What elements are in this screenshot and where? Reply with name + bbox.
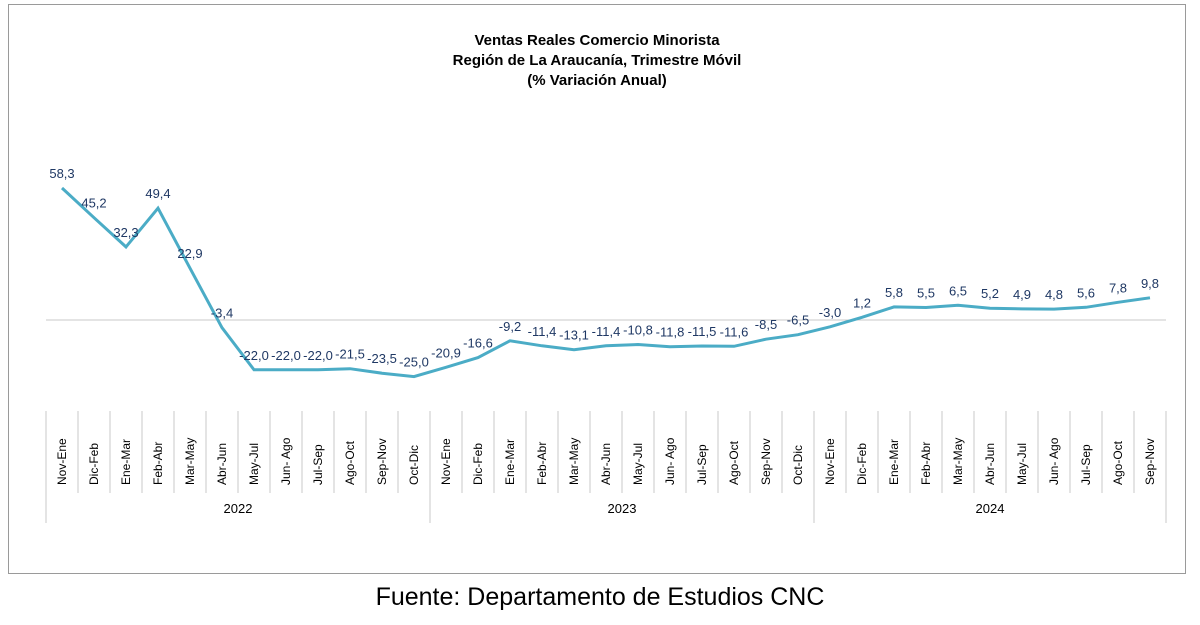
category-tick-label: Oct-Dic: [407, 445, 421, 485]
category-tick-label: Jul-Sep: [695, 444, 709, 485]
category-tick-label: Abr-Jun: [983, 443, 997, 485]
category-tick-label: Oct-Dic: [791, 445, 805, 485]
data-label: -6,5: [787, 313, 809, 328]
category-tick-label: Ene-Mar: [503, 439, 517, 485]
category-tick-label: Feb-Abr: [535, 442, 549, 485]
data-label: -11,5: [688, 324, 717, 339]
data-label: 5,5: [917, 286, 935, 301]
data-label: 4,9: [1013, 287, 1031, 302]
data-label: 22,9: [177, 246, 202, 261]
data-label: -22,0: [271, 348, 301, 363]
data-label: -22,0: [239, 348, 269, 363]
data-label: -25,0: [399, 355, 429, 370]
category-tick-label: Mar-May: [951, 438, 965, 485]
data-label: 7,8: [1109, 280, 1127, 295]
category-tick-label: Nov-Ene: [823, 438, 837, 485]
data-label: -13,1: [559, 328, 589, 343]
category-tick-label: Jun- Ago: [279, 437, 293, 485]
group-label: 2023: [608, 501, 637, 516]
data-label: -3,4: [211, 306, 233, 321]
category-tick-label: Sep-Nov: [759, 438, 773, 485]
line-chart: Ventas Reales Comercio Minorista Región d…: [45, 32, 1167, 523]
group-label: 2022: [224, 501, 253, 516]
category-tick-label: Ago-Oct: [1111, 440, 1125, 485]
data-label: -8,5: [755, 317, 777, 332]
data-label: -10,8: [623, 322, 653, 337]
data-label: -23,5: [367, 351, 397, 366]
category-tick-label: Mar-May: [567, 438, 581, 485]
category-tick-label: Abr-Jun: [599, 443, 613, 485]
category-tick-label: Jun- Ago: [663, 437, 677, 485]
data-label: -20,9: [431, 345, 461, 360]
series-line: [60, 186, 1151, 379]
source-note: Fuente: Departamento de Estudios CNC: [375, 583, 825, 611]
data-label: -11,8: [656, 325, 685, 340]
data-label: 6,5: [949, 283, 967, 298]
data-label: 5,6: [1077, 285, 1095, 300]
data-label: -21,5: [335, 347, 365, 362]
category-tick-label: Ene-Mar: [119, 439, 133, 485]
chart-title-line: (% Variación Anual): [527, 72, 666, 89]
category-tick-label: Nov-Ene: [439, 438, 453, 485]
category-tick-label: Dic-Feb: [87, 443, 101, 485]
data-label: -9,2: [499, 319, 521, 334]
data-label: 5,2: [981, 286, 999, 301]
data-label: -16,6: [463, 336, 493, 351]
data-label: -22,0: [303, 348, 333, 363]
category-tick-label: Sep-Nov: [1143, 438, 1157, 485]
chart-frame: Ventas Reales Comercio Minorista Región d…: [8, 4, 1186, 574]
category-tick-label: Abr-Jun: [215, 443, 229, 485]
category-tick-label: May-Jul: [1015, 443, 1029, 485]
data-label: -11,4: [592, 324, 621, 339]
category-tick-label: Jul-Sep: [311, 444, 325, 485]
data-label: 5,8: [885, 285, 903, 300]
data-label: -3,0: [819, 305, 841, 320]
category-tick-label: Feb-Abr: [919, 442, 933, 485]
category-tick-label: May-Jul: [247, 443, 261, 485]
group-label: 2024: [976, 501, 1005, 516]
data-label: 58,3: [49, 166, 74, 181]
category-tick-label: Ene-Mar: [887, 439, 901, 485]
category-tick-label: Jun- Ago: [1047, 437, 1061, 485]
category-tick-label: Jul-Sep: [1079, 444, 1093, 485]
category-tick-label: Dic-Feb: [471, 443, 485, 485]
category-tick-label: Ago-Oct: [727, 440, 741, 485]
data-label: -11,6: [720, 324, 749, 339]
category-tick-label: Mar-May: [183, 438, 197, 485]
data-label: 45,2: [81, 196, 106, 211]
category-tick-label: May-Jul: [631, 443, 645, 485]
data-label: 9,8: [1141, 276, 1159, 291]
chart-title-line: Ventas Reales Comercio Minorista: [474, 32, 720, 49]
chart-title-line: Región de La Araucanía, Trimestre Móvil: [453, 52, 742, 69]
category-tick-label: Dic-Feb: [855, 443, 869, 485]
category-tick-label: Ago-Oct: [343, 440, 357, 485]
category-tick-label: Nov-Ene: [55, 438, 69, 485]
data-label: 4,8: [1045, 287, 1063, 302]
data-label: 1,2: [853, 295, 871, 310]
category-tick-label: Sep-Nov: [375, 438, 389, 485]
category-tick-label: Feb-Abr: [151, 442, 165, 485]
data-label: 49,4: [145, 186, 170, 201]
data-label: 32,3: [113, 225, 138, 240]
data-label: -11,4: [528, 324, 557, 339]
